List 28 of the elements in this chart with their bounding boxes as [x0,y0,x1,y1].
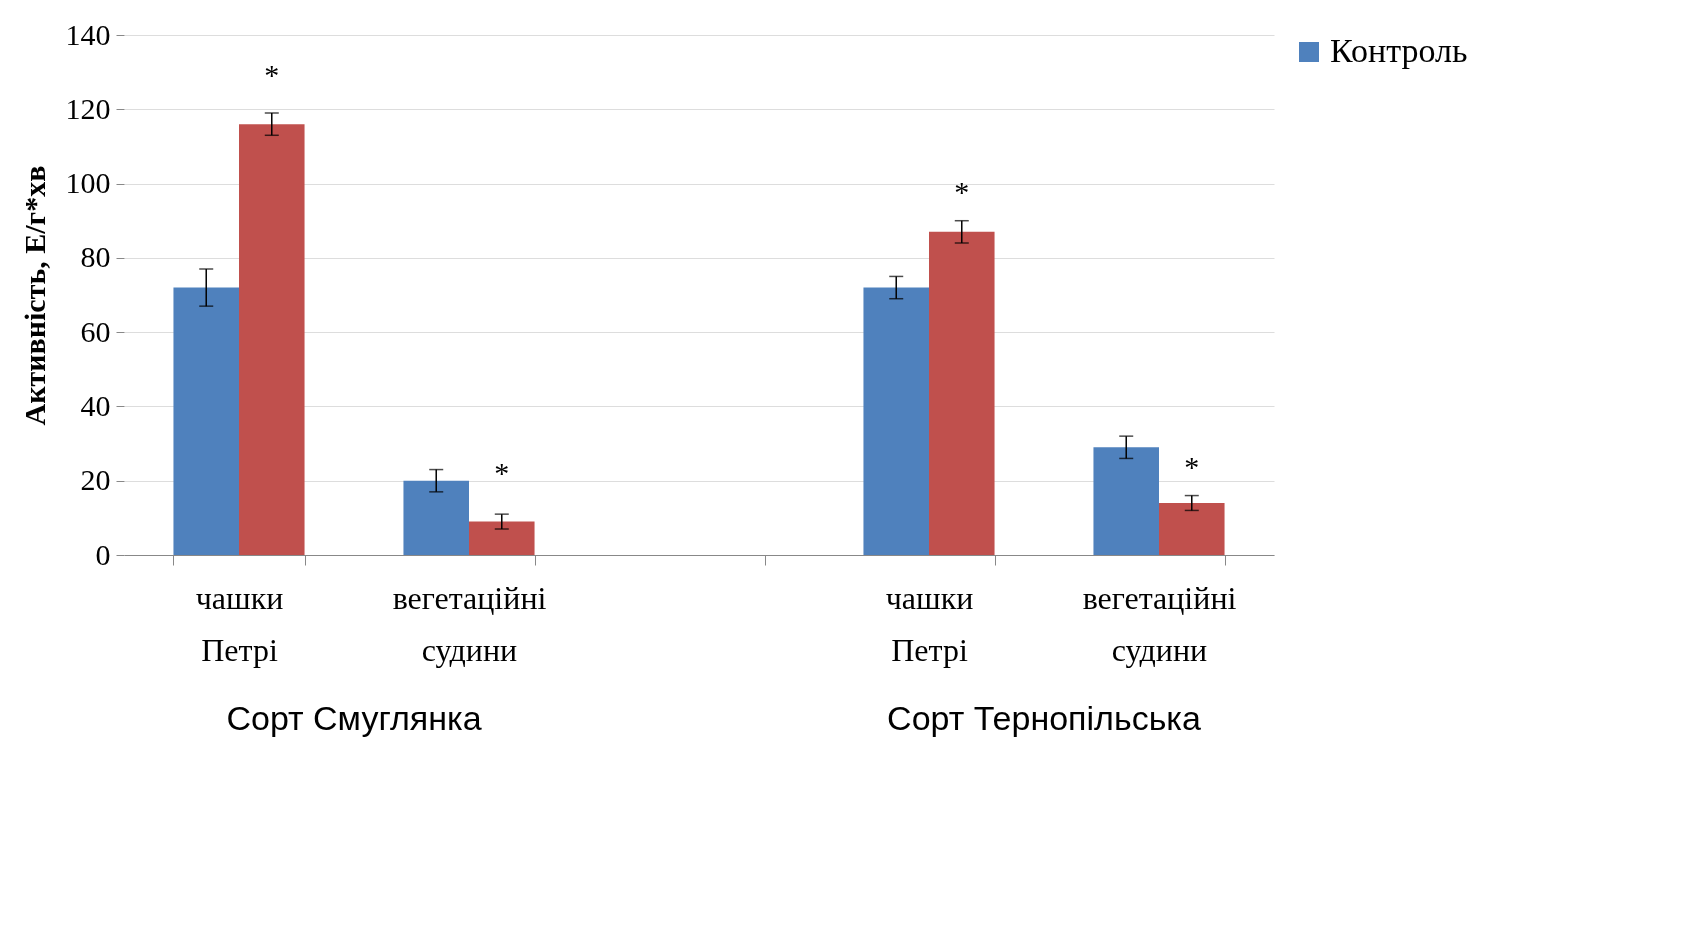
text: Сорт Смуглянка [226,699,482,737]
x-tick-label: чашки Петрі [195,579,284,668]
bar [239,124,305,555]
annotation: * [1184,449,1200,483]
x-tick-label: чашки Петрі [885,579,974,668]
y-tick-label: 60 [80,314,111,348]
annotation: * [264,58,280,92]
bar [469,521,535,555]
y-tick-label: 140 [65,17,111,51]
y-tick-label: 120 [65,91,111,125]
x-tick-label: вегетаційні судини [1082,579,1237,668]
annotation: * [494,455,510,489]
y-tick-label: 100 [65,166,111,200]
y-tick-label: 20 [80,463,111,497]
y-tick-label: 0 [95,537,111,571]
bar [173,287,239,555]
bar [403,480,469,555]
bar [863,287,929,555]
y-tick-label: 80 [80,240,111,274]
bar [929,231,995,555]
x-tick-label: вегетаційні судини [392,579,547,668]
bar [1093,447,1159,555]
legend-label: Контроль [1330,32,1468,69]
text: Сорт Тернопільська [887,699,1201,737]
y-tick-label: 40 [80,388,111,422]
annotation: * [954,174,970,208]
y-axis-title: Активність, Е/г*хв [17,165,51,426]
bar [1159,503,1225,555]
